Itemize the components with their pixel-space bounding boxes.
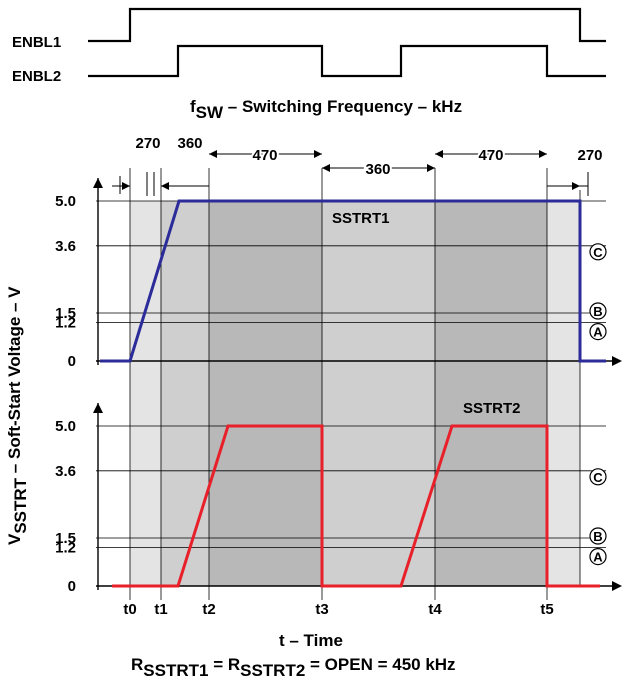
dimension-arrowhead: [539, 150, 547, 158]
dimension-arrowhead: [572, 182, 580, 190]
level-marker-B: B: [593, 529, 602, 544]
footer-rest: = OPEN = 450 kHz: [305, 655, 455, 674]
time-tick-t4: t4: [428, 601, 442, 618]
frequency-dimension-lines: 270 360 470 360 470 270: [112, 133, 605, 196]
enable-signals: ENBL1 ENBL2: [12, 7, 606, 85]
level-marker-C: C: [593, 245, 603, 260]
x-axis-label: t – Time: [279, 631, 343, 650]
dimension-arrowhead: [209, 150, 217, 158]
footer-r1-sub: SSTRT1: [143, 661, 208, 680]
mid-shade-1: [161, 201, 209, 586]
y-tick-label: 0: [68, 578, 76, 595]
y-axis-label-rest: – Soft-Start Voltage – V: [5, 286, 24, 478]
dark-shade-1: [209, 201, 322, 586]
dimension-arrowhead: [122, 182, 130, 190]
sstrt2-label: SSTRT2: [463, 400, 521, 417]
freq-title-main: f: [190, 97, 196, 116]
time-tick-t2: t2: [202, 601, 215, 618]
frequency-segment-label: 270: [135, 135, 160, 152]
enbl1-waveform: [88, 7, 606, 43]
x-axis-1-arrow: [612, 356, 622, 366]
footer-equation: RSSTRT1 = RSSTRT2 = OPEN = 450 kHz: [131, 655, 456, 680]
y-axis-2-arrow: [93, 403, 103, 413]
footer-mid: =: [208, 655, 227, 674]
y-tick-labels: 5.03.61.51.205.03.61.51.20: [55, 193, 76, 595]
enbl2-label: ENBL2: [12, 68, 61, 85]
shaded-bands: [130, 201, 580, 586]
footer-r2: R: [228, 655, 240, 674]
level-marker-circle: [589, 468, 607, 486]
level-marker-circle: [589, 243, 607, 261]
dimension-arrowhead: [314, 150, 322, 158]
frequency-segment-label: 470: [478, 147, 503, 164]
y-tick-label: 3.6: [55, 238, 76, 255]
level-marker-circle: [589, 323, 607, 341]
frequency-segment-label: 470: [252, 147, 277, 164]
level-marker-A: A: [593, 325, 603, 340]
footer-r2-sub: SSTRT2: [240, 661, 305, 680]
x-axis-2-arrow: [612, 581, 622, 591]
frequency-segment-label: 360: [365, 161, 390, 178]
level-marker-circle: [589, 302, 607, 320]
enbl1-label: ENBL1: [12, 34, 61, 51]
freq-title-sub: SW: [196, 103, 224, 122]
sstrt2-line: [112, 424, 600, 588]
frequency-segment-label: 270: [577, 147, 602, 164]
y-tick-label: 5.0: [55, 193, 76, 210]
y-axis-label: VSSTRT – Soft-Start Voltage – V: [5, 286, 30, 545]
dark-shade-2: [435, 201, 547, 586]
freq-header-title: fSW – Switching Frequency – kHz: [190, 97, 462, 122]
level-marker-A: A: [593, 550, 603, 565]
sstrt1-line: [100, 199, 606, 363]
level-marker-B: B: [593, 304, 602, 319]
y-tick-label: 1.2: [55, 315, 76, 332]
time-tick-t0: t0: [123, 601, 136, 618]
y-tick-label: 1.5: [55, 530, 76, 547]
time-tick-t3: t3: [315, 601, 328, 618]
dimension-arrowhead: [435, 150, 443, 158]
level-marker-circle: [589, 547, 607, 566]
footer-r1: R: [131, 655, 143, 674]
frequency-segment-label: 360: [177, 135, 202, 152]
y-tick-label: 5.0: [55, 418, 76, 435]
y-axis-label-main: V: [5, 533, 24, 545]
y-tick-label: 3.6: [55, 463, 76, 480]
dimension-arrowhead: [161, 182, 169, 190]
y-axis-label-sub: SSTRT: [11, 477, 30, 533]
y-tick-label: 1.5: [55, 305, 76, 322]
sstrt1-label: SSTRT1: [332, 210, 390, 227]
level-marker-circle: [589, 527, 607, 545]
level-marker-C: C: [593, 470, 603, 485]
time-tick-t1: t1: [154, 601, 167, 618]
dimension-arrowhead: [427, 164, 435, 172]
y-tick-label: 0: [68, 353, 76, 370]
time-tick-labels: t0 t1 t2 t3 t4 t5: [123, 601, 553, 618]
mid-shade-2: [322, 201, 435, 586]
dimension-arrowhead: [322, 164, 330, 172]
series-lines: [100, 199, 606, 588]
time-tick-t5: t5: [540, 601, 553, 618]
y-tick-label: 1.2: [55, 540, 76, 557]
freq-title-rest: – Switching Frequency – kHz: [223, 97, 462, 116]
enbl2-waveform: [88, 44, 606, 78]
y-axis-1-arrow: [93, 178, 103, 188]
